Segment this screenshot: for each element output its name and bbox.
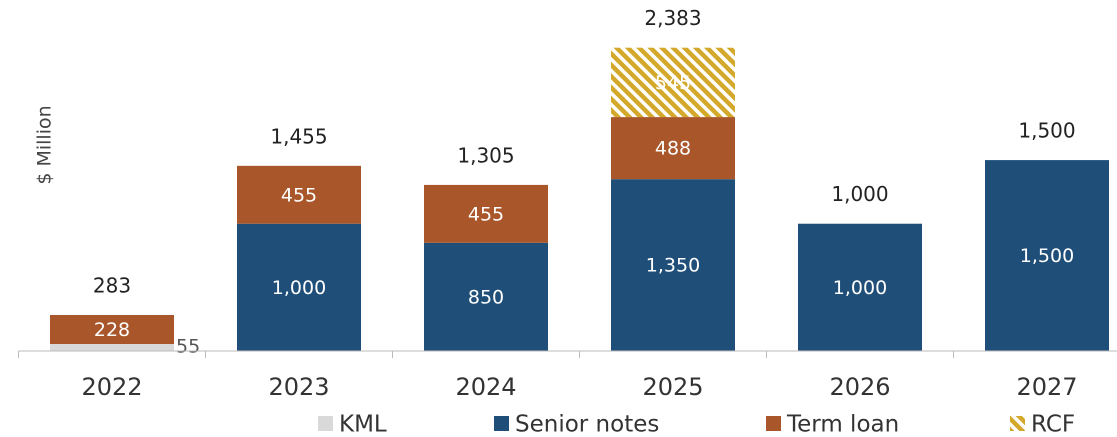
x-tick-label: 2025 [642, 373, 703, 401]
x-tick-label: 2024 [455, 373, 516, 401]
bar-segment [985, 160, 1109, 351]
value-label: 455 [281, 184, 317, 206]
bar-segment [798, 223, 922, 351]
value-label: 850 [468, 286, 504, 308]
value-label: 55 [176, 336, 200, 358]
y-axis-label: $ Million [34, 105, 56, 184]
value-label: 545 [655, 72, 691, 94]
total-label: 1,000 [831, 182, 888, 206]
value-label: 1,000 [272, 277, 326, 299]
total-label: 1,455 [270, 124, 327, 148]
legend-swatch [494, 416, 509, 431]
value-label: 488 [655, 138, 691, 160]
total-label: 283 [93, 273, 131, 297]
total-label: 2,383 [644, 6, 701, 30]
value-label: 1,350 [646, 255, 700, 277]
bar-segment [611, 117, 735, 180]
x-tick-label: 2026 [829, 373, 890, 401]
x-tick-label: 2027 [1016, 373, 1077, 401]
legend-swatch [766, 416, 781, 431]
bar-segment [611, 47, 735, 118]
bar-segment [611, 179, 735, 351]
bar-segment [424, 184, 548, 243]
bar-segment [237, 165, 361, 224]
legend-label: Senior notes [515, 412, 659, 437]
bar-segment [50, 344, 174, 351]
value-label: 1,000 [833, 277, 887, 299]
bar-segment [424, 242, 548, 351]
bar-segment [50, 314, 174, 344]
total-label: 1,500 [1018, 119, 1075, 143]
value-label: 455 [468, 203, 504, 225]
bar-segment [237, 223, 361, 351]
x-tick-label: 2022 [81, 373, 142, 401]
total-label: 1,305 [457, 143, 514, 167]
legend-swatch [318, 416, 333, 431]
x-tick-label: 2023 [268, 373, 329, 401]
value-label: 228 [94, 319, 130, 341]
legend-label: Term loan [786, 412, 899, 437]
legend-label: RCF [1031, 412, 1075, 437]
value-label: 1,500 [1020, 245, 1074, 267]
legend-label: KML [339, 412, 387, 437]
legend-swatch [1010, 416, 1025, 431]
